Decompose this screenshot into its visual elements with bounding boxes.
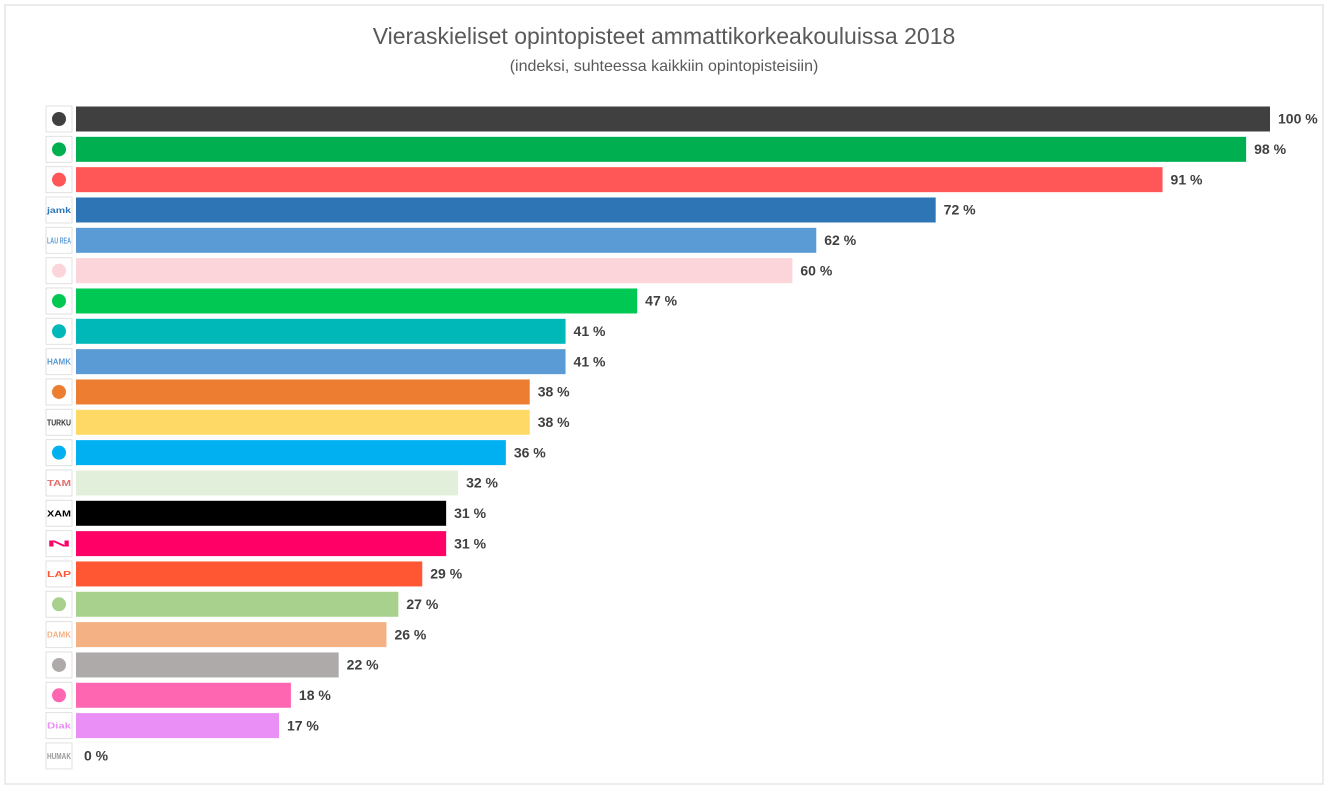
chart-subtitle: (indeksi, suhteessa kaikkiin opintopiste… (510, 58, 819, 75)
value-label: 100 % (1278, 111, 1318, 127)
logo-icon (52, 324, 66, 339)
logo (45, 287, 73, 315)
logo (45, 348, 73, 376)
value-label: 62 % (824, 232, 856, 248)
logo-icon (52, 688, 66, 703)
category-label: TAM (47, 479, 71, 488)
category-label: TURKU (47, 418, 71, 427)
logo (45, 226, 73, 254)
logo-icon (52, 112, 66, 126)
bar (76, 561, 423, 587)
value-label: 98 % (1254, 141, 1286, 157)
bar (76, 652, 339, 678)
value-label: 17 % (287, 717, 319, 733)
logo (45, 469, 73, 497)
bar (76, 379, 530, 405)
bar (76, 106, 1270, 132)
bar (76, 531, 447, 557)
bar (76, 440, 506, 466)
category-label: DAMK (47, 631, 71, 640)
category-label: LAP (47, 570, 72, 579)
logo (45, 560, 73, 588)
bar (76, 258, 793, 284)
bar (76, 682, 291, 708)
category-label: HAMK (47, 358, 71, 367)
value-label: 41 % (574, 323, 606, 339)
value-label: 38 % (538, 414, 570, 430)
value-label: 41 % (574, 353, 606, 369)
value-label: 47 % (645, 293, 677, 309)
value-label: 72 % (944, 202, 976, 218)
bar (76, 349, 566, 375)
value-label: 32 % (466, 475, 498, 491)
category-label: jamk (46, 206, 72, 215)
logo (45, 621, 73, 649)
bar (76, 227, 817, 253)
category-label: HUMAK (47, 752, 71, 761)
value-label: 0 % (84, 748, 109, 764)
value-label: 29 % (430, 566, 462, 582)
bar (76, 622, 387, 648)
logo-icon (52, 597, 66, 612)
bar (76, 500, 447, 526)
logo-icon (52, 445, 66, 460)
logo-icon (52, 657, 66, 672)
value-label: 18 % (299, 687, 331, 703)
logo-icon (52, 293, 66, 308)
value-label: 36 % (514, 444, 546, 460)
logo (45, 196, 73, 224)
bar (76, 409, 530, 435)
value-label: 38 % (538, 384, 570, 400)
chart-title: Vieraskieliset opintopisteet ammattikork… (373, 23, 956, 49)
logo (45, 712, 73, 740)
value-label: 91 % (1171, 171, 1203, 187)
logo (45, 530, 73, 558)
category-label: XAM (47, 509, 71, 518)
bar (76, 591, 399, 617)
logo (45, 499, 73, 527)
logo-icon (52, 142, 66, 157)
bar (76, 167, 1163, 193)
value-label: 26 % (394, 626, 426, 642)
value-label: 22 % (347, 657, 379, 673)
bar (76, 288, 638, 314)
bar (76, 713, 279, 739)
category-label: N (47, 540, 72, 549)
logo-icon (52, 384, 66, 399)
bar (76, 470, 459, 496)
value-label: 60 % (800, 262, 832, 278)
bar (76, 197, 936, 223)
value-label: 27 % (406, 596, 438, 612)
value-label: 31 % (454, 535, 486, 551)
category-label: Diak (47, 722, 72, 731)
category-label: LAU REA (47, 236, 71, 245)
logo (45, 408, 73, 436)
logo-icon (52, 263, 66, 278)
bar (76, 318, 566, 344)
logo (45, 742, 73, 770)
bar (76, 136, 1247, 162)
logo-icon (52, 172, 66, 187)
value-label: 31 % (454, 505, 486, 521)
